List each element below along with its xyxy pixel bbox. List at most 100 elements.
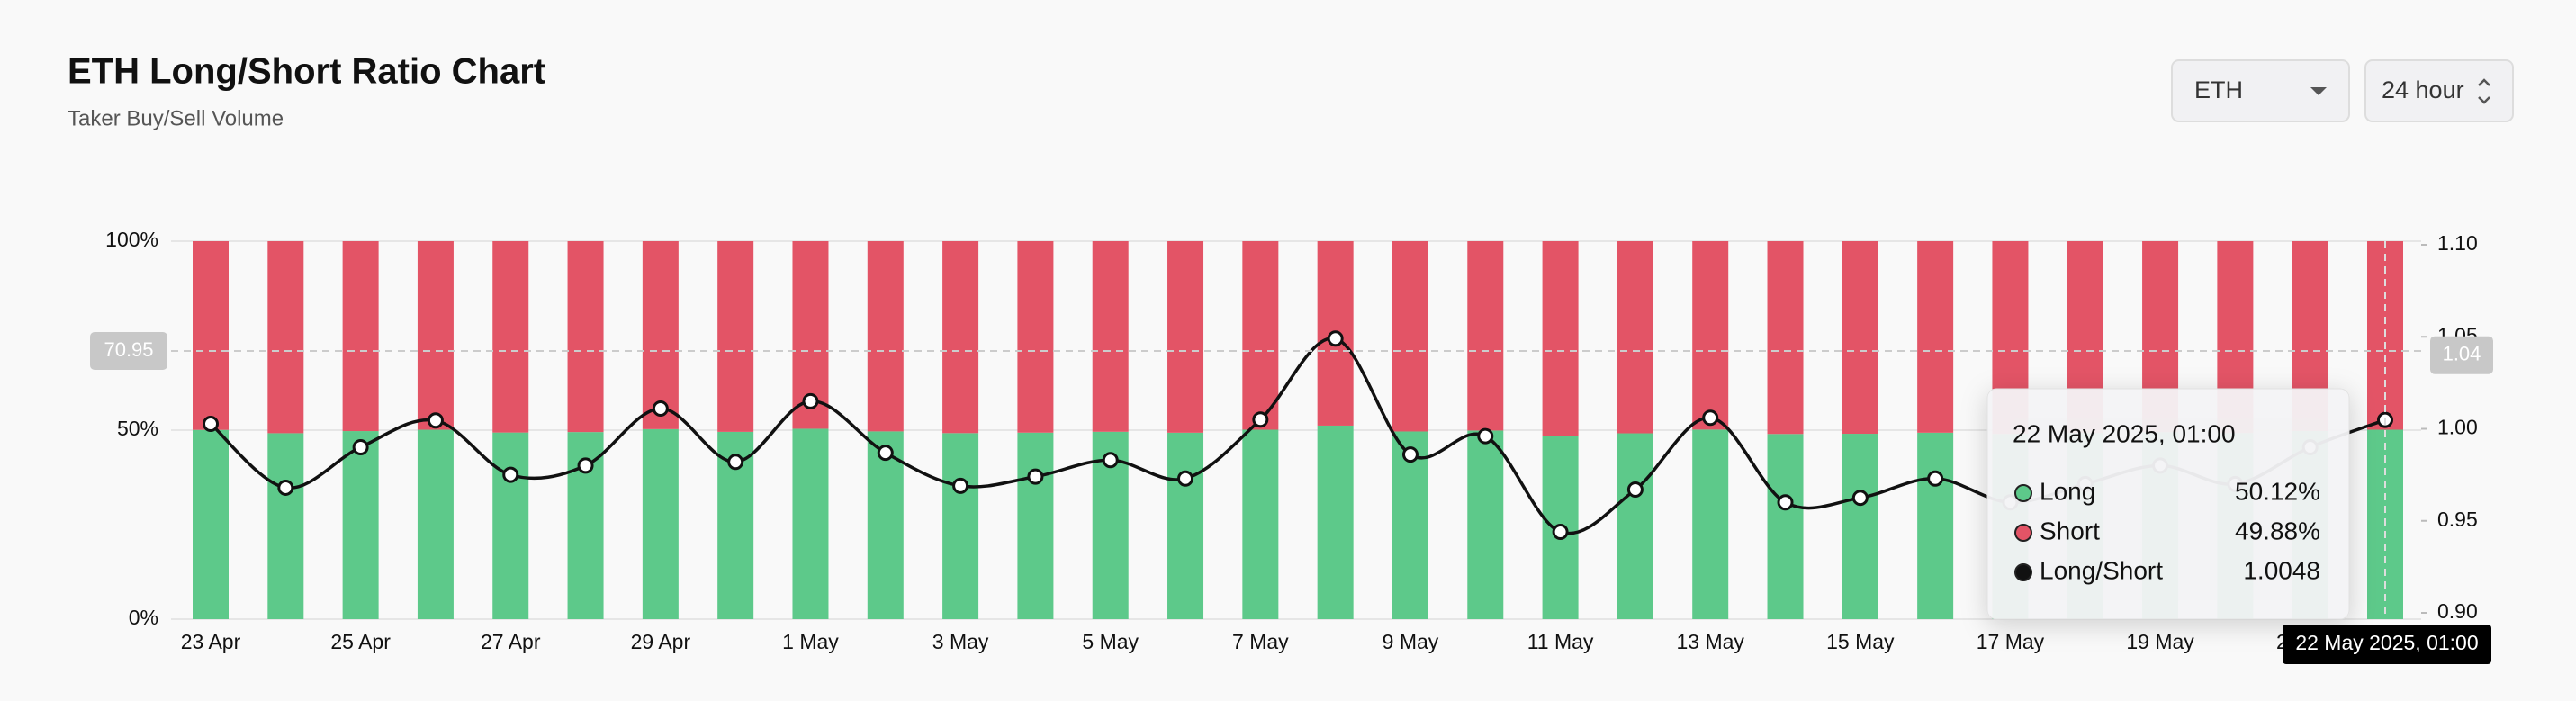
- bar-short: [1692, 241, 1729, 430]
- ratio-point: [203, 415, 219, 432]
- bar-short: [1842, 241, 1878, 435]
- tooltip: [1986, 388, 2350, 620]
- bar-short: [1242, 241, 1279, 430]
- bar-short: [567, 241, 604, 433]
- bar-short: [1167, 241, 1204, 433]
- bar-short: [642, 241, 679, 429]
- bar-short: [417, 241, 454, 430]
- bar-long: [1242, 429, 1279, 619]
- asset-select-text[interactable]: ETH: [2194, 76, 2243, 103]
- bar-long: [1167, 432, 1204, 619]
- tooltip-swatch: [2014, 524, 2032, 542]
- tooltip-value: 50.12%: [2235, 477, 2320, 505]
- ratio-point: [502, 466, 519, 483]
- bar-short: [1392, 241, 1428, 432]
- tooltip-name: Short: [2040, 517, 2100, 544]
- bar-short: [717, 241, 754, 432]
- x-tick-label: 15 May: [1826, 630, 1895, 653]
- x-tick-label: 3 May: [932, 630, 989, 653]
- ratio-point: [1552, 524, 1569, 541]
- bar-long: [1767, 434, 1804, 619]
- crosshair-x-badge: [2283, 625, 2491, 664]
- bar-long: [1467, 430, 1504, 619]
- ratio-point: [1177, 470, 1194, 487]
- ratio-point: [952, 477, 969, 494]
- bar-short: [1917, 241, 1954, 433]
- bar-long: [642, 428, 679, 619]
- bar-short: [1767, 241, 1804, 435]
- ratio-point: [352, 438, 369, 455]
- x-tick-label: 1 May: [782, 630, 839, 653]
- bar-long: [867, 431, 904, 619]
- bar-short: [942, 241, 979, 434]
- x-tick-label: 25 Apr: [330, 630, 391, 653]
- bar-short: [492, 241, 529, 433]
- x-tick-label: 5 May: [1082, 630, 1139, 653]
- ratio-point: [1777, 494, 1794, 511]
- period-select-text[interactable]: 24 hour: [2382, 76, 2464, 103]
- ratio-point: [1027, 468, 1044, 485]
- bar-long: [492, 432, 529, 619]
- x-tick-label: 29 Apr: [631, 630, 691, 653]
- tooltip-title: 22 May 2025, 01:00: [2013, 419, 2236, 447]
- bar-short: [1467, 241, 1504, 431]
- ratio-point: [1401, 446, 1419, 463]
- x-tick-label: 19 May: [2126, 630, 2194, 653]
- bar-short: [193, 241, 229, 430]
- bar-short: [342, 241, 379, 432]
- bar-short: [1542, 241, 1579, 436]
- ratio-point: [1477, 427, 1494, 445]
- x-tick-label: 17 May: [1977, 630, 2045, 653]
- tooltip-swatch: [2014, 484, 2032, 502]
- ratio-point: [1702, 409, 1719, 427]
- bar-short: [867, 241, 904, 432]
- crosshair-x-label: 22 May 2025, 01:00: [2295, 631, 2478, 654]
- x-tick-label: 11 May: [1527, 630, 1594, 653]
- bar-long: [1692, 429, 1729, 619]
- tooltip-value: 1.0048: [2243, 556, 2320, 584]
- ratio-point: [1851, 490, 1869, 507]
- ratio-point: [277, 479, 294, 496]
- asset-select[interactable]: [2171, 59, 2350, 122]
- x-tick-label: 7 May: [1232, 630, 1289, 653]
- ratio-point: [1927, 470, 1944, 487]
- bar-long: [1842, 434, 1878, 619]
- ratio-point: [1252, 411, 1269, 428]
- crosshair-y-label: 70.95: [104, 338, 153, 361]
- ratio-point: [1102, 452, 1119, 469]
- bar-long: [1392, 431, 1428, 619]
- bar-long: [942, 433, 979, 619]
- ratio-point: [802, 392, 819, 409]
- crosshair-y2-label: 1.04: [2443, 343, 2481, 365]
- bar-long: [342, 431, 379, 619]
- bar-short: [1092, 241, 1129, 432]
- ratio-point: [652, 400, 669, 418]
- stepper-arrows: [2478, 78, 2490, 104]
- crosshair-y2-badge: [2430, 336, 2493, 374]
- bar-long: [1917, 432, 1954, 619]
- ratio-point: [577, 457, 594, 474]
- bar-long: [193, 429, 229, 619]
- y2-tick-label: 1.10: [2437, 231, 2478, 255]
- ratio-point: [877, 445, 894, 462]
- bar-short: [1617, 241, 1653, 434]
- bar-long: [792, 428, 829, 619]
- y2-tick-label: 0.90: [2437, 599, 2478, 623]
- ratio-point: [1327, 330, 1344, 347]
- y-tick-label: 50%: [117, 417, 158, 440]
- bar-short: [267, 241, 304, 434]
- x-tick-label: 13 May: [1676, 630, 1744, 653]
- bar-long: [1617, 433, 1653, 619]
- y2-tick-label: 1.00: [2437, 416, 2478, 439]
- x-tick-label: 9 May: [1383, 630, 1439, 653]
- tooltip-name: Long/Short: [2040, 556, 2163, 584]
- bar-long: [267, 433, 304, 619]
- x-tick-label: 23 Apr: [181, 630, 241, 653]
- ratio-point: [427, 412, 444, 429]
- ratio-point: [727, 454, 744, 471]
- bar-long: [1017, 432, 1054, 619]
- period-select[interactable]: [2364, 59, 2514, 122]
- crosshair-y-badge: [90, 332, 167, 371]
- y2-tick-label: 0.95: [2437, 508, 2478, 531]
- y-tick-label: 100%: [105, 228, 158, 251]
